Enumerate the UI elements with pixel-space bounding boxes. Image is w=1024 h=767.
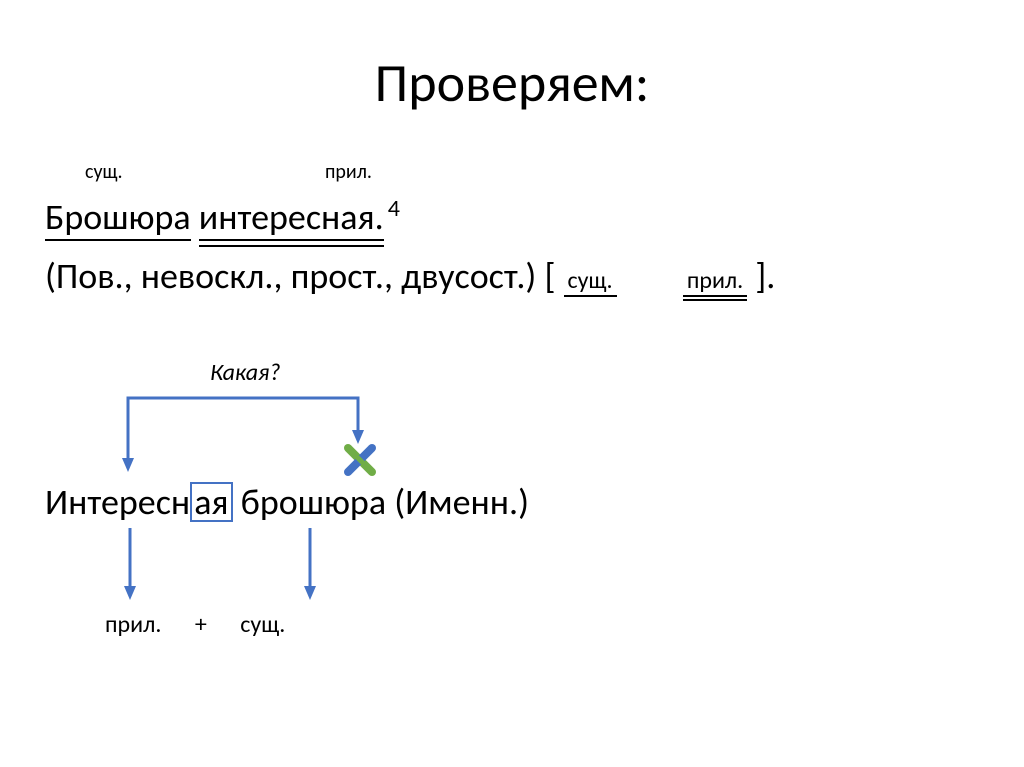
subject-word: Брошюра <box>45 195 191 241</box>
noun-label-1: сущ. <box>85 160 123 184</box>
sentence-1-text: Брошюра интересная.4 <box>45 194 400 239</box>
slide-container: Проверяем: сущ. прил. Брошюра интересная… <box>0 0 1024 767</box>
adj-label-1: прил. <box>325 160 372 184</box>
ending-box: ая <box>190 482 232 522</box>
bracket-arrow-top <box>118 388 378 480</box>
plus-sign: + <box>195 610 207 639</box>
predicate-word: интересная. <box>199 195 384 241</box>
slide-title: Проверяем: <box>0 50 1024 116</box>
phrase-word1-stem: Интересн <box>45 480 190 524</box>
pos-labels-row: сущ. прил. <box>45 160 400 188</box>
bracket-close: ]. <box>755 254 775 298</box>
phrase-note: (Именн.) <box>394 480 529 524</box>
scheme-content: сущ. прил. <box>556 254 756 298</box>
phrase-line: Интересная брошюра (Именн.) <box>45 480 529 524</box>
adj-label-bottom: прил. <box>105 610 161 639</box>
arrow-down-1 <box>120 528 140 606</box>
cross-icon <box>344 444 376 476</box>
phrase-word2: брошюра <box>241 480 386 524</box>
arrow-down-2 <box>300 528 320 606</box>
scheme-noun: сущ. <box>564 266 617 297</box>
noun-label-bottom: сущ. <box>240 610 285 639</box>
scheme-adj: прил. <box>683 266 747 297</box>
bracket-open: [ <box>544 254 555 298</box>
question-label: Какая? <box>210 358 281 387</box>
superscript-4: 4 <box>388 194 400 223</box>
characteristics-line: (Пов., невоскл., прост., двусост.) [ сущ… <box>45 254 775 298</box>
characteristics-text: (Пов., невоскл., прост., двусост.) <box>45 254 536 298</box>
sentence-1: сущ. прил. Брошюра интересная.4 <box>45 160 400 239</box>
bottom-pos-labels: прил. + сущ. <box>105 610 285 639</box>
